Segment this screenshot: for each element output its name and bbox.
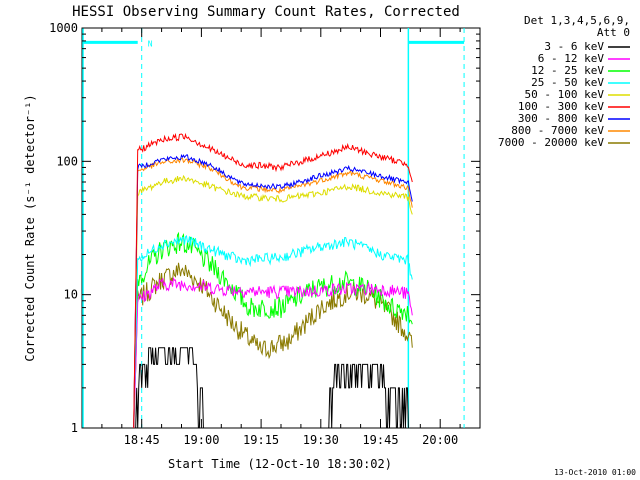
x-tick-label: 19:30 bbox=[303, 433, 339, 447]
legend-entry-label: 100 - 300 keV bbox=[518, 100, 604, 113]
night-flag-label: N bbox=[148, 39, 153, 48]
night-markers: N bbox=[82, 28, 465, 428]
series-line-6-12-kev bbox=[133, 276, 413, 429]
legend-entry-label: 50 - 100 keV bbox=[525, 88, 605, 101]
legend-entry-label: 3 - 6 keV bbox=[544, 40, 604, 53]
series-line-800-7000-kev bbox=[133, 157, 413, 429]
x-tick-label: 18:45 bbox=[124, 433, 160, 447]
legend-entry-label: 6 - 12 keV bbox=[538, 52, 605, 65]
chart-title: HESSI Observing Summary Count Rates, Cor… bbox=[72, 4, 460, 20]
y-axis-label: Corrected Count Rate (s⁻¹ detector⁻¹) bbox=[23, 94, 37, 361]
y-axis: 1 10 100 1000 bbox=[49, 21, 480, 435]
x-axis-label: Start Time (12-Oct-10 18:30:02) bbox=[168, 457, 392, 471]
series-line-300-800-kev bbox=[133, 153, 413, 429]
series-line-7000-20000-kev bbox=[133, 262, 413, 429]
y-tick-label: 1000 bbox=[49, 21, 78, 35]
legend-entry-label: 25 - 50 keV bbox=[531, 76, 604, 89]
x-tick-label: 20:00 bbox=[422, 433, 458, 447]
timestamp: 13-Oct-2010 01:00 bbox=[554, 468, 636, 477]
series-line-25-50-kev bbox=[133, 235, 413, 429]
series-line-100-300-kev bbox=[133, 132, 413, 429]
series-line-3-6-kev bbox=[133, 347, 409, 429]
y-tick-label: 1 bbox=[71, 421, 78, 435]
legend-entry-label: 800 - 7000 keV bbox=[511, 124, 604, 137]
legend-entry-label: 300 - 800 keV bbox=[518, 112, 604, 125]
legend-entry-label: 7000 - 20000 keV bbox=[498, 136, 604, 149]
x-axis: 18:45 19:00 19:15 19:30 19:45 20:00 bbox=[101, 28, 481, 447]
legend-header: Att 0 bbox=[597, 26, 630, 39]
x-tick-label: 19:45 bbox=[362, 433, 398, 447]
y-tick-label: 100 bbox=[56, 154, 78, 168]
legend-header: Det 1,3,4,5,6,9, bbox=[524, 14, 630, 27]
series-layer bbox=[133, 132, 413, 429]
x-tick-label: 19:00 bbox=[183, 433, 219, 447]
legend-entry-label: 12 - 25 keV bbox=[531, 64, 604, 77]
y-tick-label: 10 bbox=[64, 288, 78, 302]
x-tick-label: 19:15 bbox=[243, 433, 279, 447]
series-line-50-100-kev bbox=[133, 174, 413, 429]
series-line-12-25-kev bbox=[133, 231, 413, 429]
